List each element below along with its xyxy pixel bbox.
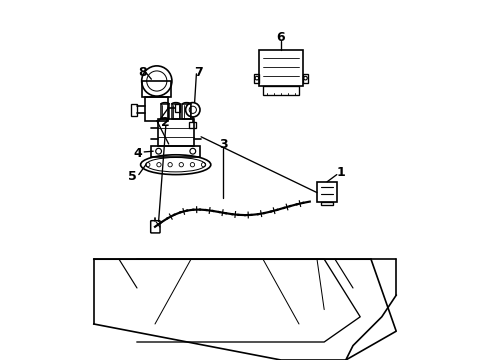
Text: 5: 5 xyxy=(128,170,137,183)
Bar xyxy=(189,122,196,128)
Text: 1: 1 xyxy=(337,166,345,179)
Text: 6: 6 xyxy=(277,31,285,44)
Bar xyxy=(172,104,180,119)
Bar xyxy=(182,104,191,119)
Bar xyxy=(151,146,200,157)
Bar xyxy=(145,97,169,121)
Text: 3: 3 xyxy=(219,138,228,150)
Bar xyxy=(161,104,170,119)
Text: 2: 2 xyxy=(161,116,170,129)
Bar xyxy=(317,182,337,202)
Text: 7: 7 xyxy=(194,66,202,78)
Text: 8: 8 xyxy=(138,66,147,78)
Bar xyxy=(254,74,259,83)
Bar xyxy=(131,104,137,116)
Bar xyxy=(158,119,194,146)
Bar xyxy=(320,202,333,205)
Text: 4: 4 xyxy=(134,147,143,159)
Bar xyxy=(143,81,171,97)
Bar xyxy=(303,74,308,83)
Bar xyxy=(175,104,180,112)
Bar xyxy=(263,86,299,95)
Bar xyxy=(259,50,303,86)
